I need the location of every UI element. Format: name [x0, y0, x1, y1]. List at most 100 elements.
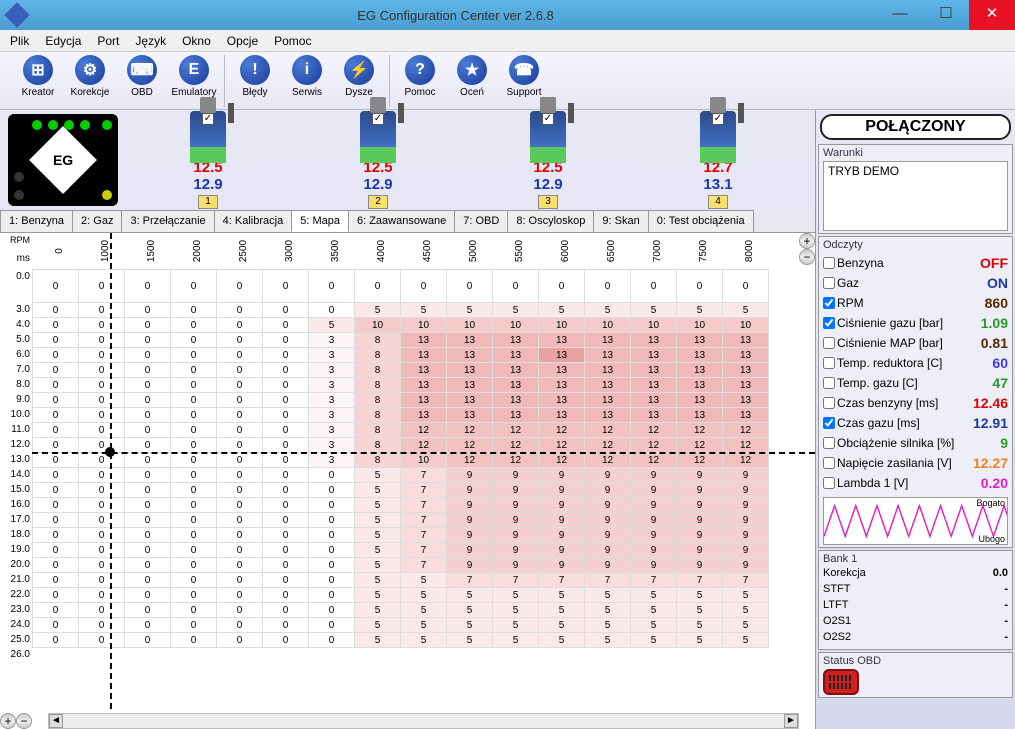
map-cell[interactable]: 0: [171, 453, 217, 468]
map-cell[interactable]: 0: [171, 513, 217, 528]
map-cell[interactable]: 5: [677, 588, 723, 603]
map-cell[interactable]: 9: [585, 543, 631, 558]
map-cell[interactable]: 0: [33, 303, 79, 318]
map-cell[interactable]: 0: [677, 270, 723, 303]
map-cell[interactable]: 9: [539, 543, 585, 558]
tool-błędy[interactable]: !Błędy: [231, 55, 279, 107]
map-cell[interactable]: 8: [355, 378, 401, 393]
map-cell[interactable]: 0: [309, 603, 355, 618]
reading-checkbox[interactable]: Napięcie zasilania [V]: [823, 456, 952, 470]
map-cell[interactable]: 5: [309, 318, 355, 333]
map-cell[interactable]: 0: [125, 588, 171, 603]
map-cell[interactable]: 5: [355, 603, 401, 618]
map-cell[interactable]: 0: [33, 438, 79, 453]
map-cell[interactable]: 5: [447, 603, 493, 618]
map-cell[interactable]: 3: [309, 408, 355, 423]
map-cell[interactable]: 0: [217, 378, 263, 393]
map-cell[interactable]: 7: [677, 573, 723, 588]
map-cell[interactable]: 10: [539, 318, 585, 333]
map-cell[interactable]: 5: [401, 588, 447, 603]
map-table[interactable]: 0000000000000000000000055555555500000051…: [32, 269, 769, 648]
map-cell[interactable]: 13: [677, 363, 723, 378]
map-cell[interactable]: 5: [493, 618, 539, 633]
map-cell[interactable]: 5: [355, 303, 401, 318]
map-cell[interactable]: 9: [631, 468, 677, 483]
close-button[interactable]: ✕: [969, 0, 1015, 30]
map-cell[interactable]: 5: [401, 618, 447, 633]
map-cell[interactable]: 13: [631, 408, 677, 423]
map-cell[interactable]: 0: [263, 438, 309, 453]
map-cell[interactable]: 0: [263, 303, 309, 318]
map-cell[interactable]: 0: [79, 393, 125, 408]
map-cell[interactable]: 0: [263, 528, 309, 543]
map-cell[interactable]: 0: [79, 513, 125, 528]
map-cell[interactable]: 0: [79, 378, 125, 393]
map-cell[interactable]: 5: [539, 603, 585, 618]
map-cell[interactable]: 0: [171, 603, 217, 618]
map-cell[interactable]: 0: [401, 270, 447, 303]
map-cell[interactable]: 0: [263, 270, 309, 303]
map-cell[interactable]: 9: [677, 468, 723, 483]
tool-obd[interactable]: ⌨OBD: [118, 55, 166, 107]
map-cell[interactable]: 5: [355, 618, 401, 633]
map-cell[interactable]: 9: [677, 513, 723, 528]
map-cell[interactable]: 0: [263, 468, 309, 483]
map-cell[interactable]: 8: [355, 408, 401, 423]
map-cell[interactable]: 9: [677, 543, 723, 558]
map-cell[interactable]: 0: [263, 423, 309, 438]
map-cell[interactable]: 12: [631, 453, 677, 468]
menu-plik[interactable]: Plik: [4, 32, 35, 50]
map-cell[interactable]: 5: [585, 618, 631, 633]
map-cell[interactable]: 0: [309, 543, 355, 558]
tab-2[interactable]: 3: Przełączanie: [121, 210, 214, 232]
map-cell[interactable]: 0: [263, 378, 309, 393]
map-cell[interactable]: 0: [217, 408, 263, 423]
map-cell[interactable]: 0: [263, 633, 309, 648]
map-cell[interactable]: 0: [263, 363, 309, 378]
map-cell[interactable]: 0: [125, 408, 171, 423]
tool-oceń[interactable]: ★Oceń: [448, 55, 496, 107]
map-cell[interactable]: 0: [33, 573, 79, 588]
map-cell[interactable]: 0: [217, 618, 263, 633]
map-cell[interactable]: 7: [493, 573, 539, 588]
map-grid[interactable]: +− RPM ms 0.03.04.05.06.07.08.09.010.011…: [0, 233, 815, 729]
menu-edycja[interactable]: Edycja: [39, 32, 87, 50]
map-cell[interactable]: 0: [79, 363, 125, 378]
map-cell[interactable]: 12: [401, 423, 447, 438]
map-cell[interactable]: 0: [125, 453, 171, 468]
map-cell[interactable]: 9: [723, 513, 769, 528]
map-cell[interactable]: 0: [33, 363, 79, 378]
map-cell[interactable]: 0: [79, 498, 125, 513]
map-cell[interactable]: 0: [125, 393, 171, 408]
map-cell[interactable]: 13: [447, 393, 493, 408]
map-cell[interactable]: 5: [401, 633, 447, 648]
map-cell[interactable]: 13: [447, 348, 493, 363]
map-cell[interactable]: 9: [585, 513, 631, 528]
map-cell[interactable]: 12: [447, 438, 493, 453]
map-cell[interactable]: 13: [585, 408, 631, 423]
map-cell[interactable]: 0: [217, 468, 263, 483]
map-cell[interactable]: 9: [723, 543, 769, 558]
map-cell[interactable]: 10: [677, 318, 723, 333]
map-cell[interactable]: 5: [631, 588, 677, 603]
map-cell[interactable]: 13: [631, 333, 677, 348]
map-cell[interactable]: 0: [309, 633, 355, 648]
map-cell[interactable]: 0: [125, 513, 171, 528]
reading-checkbox[interactable]: Benzyna: [823, 256, 884, 270]
map-cell[interactable]: 9: [539, 498, 585, 513]
map-cell[interactable]: 5: [539, 588, 585, 603]
map-cell[interactable]: 9: [493, 468, 539, 483]
map-cell[interactable]: 0: [217, 513, 263, 528]
map-cell[interactable]: 12: [723, 453, 769, 468]
map-cell[interactable]: 13: [585, 393, 631, 408]
map-cell[interactable]: 9: [447, 498, 493, 513]
map-cell[interactable]: 0: [125, 378, 171, 393]
map-cell[interactable]: 12: [723, 438, 769, 453]
map-cell[interactable]: 0: [447, 270, 493, 303]
map-cell[interactable]: 0: [171, 333, 217, 348]
map-cell[interactable]: 3: [309, 453, 355, 468]
map-cell[interactable]: 9: [585, 528, 631, 543]
map-cell[interactable]: 5: [677, 603, 723, 618]
map-cell[interactable]: 9: [631, 543, 677, 558]
map-cell[interactable]: 9: [631, 483, 677, 498]
